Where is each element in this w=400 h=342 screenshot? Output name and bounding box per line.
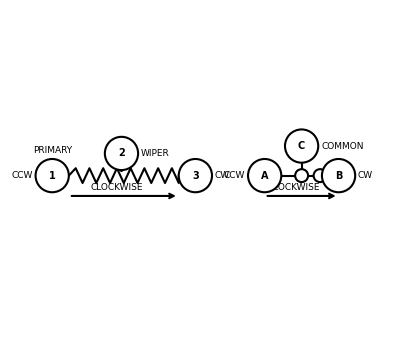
Text: CLOCKWISE: CLOCKWISE (268, 183, 320, 192)
Text: C: C (298, 141, 305, 151)
Circle shape (285, 129, 318, 163)
Text: COMMON: COMMON (321, 142, 364, 150)
Circle shape (295, 169, 308, 182)
Text: 3: 3 (192, 171, 199, 181)
Circle shape (179, 159, 212, 192)
Text: 1: 1 (49, 171, 56, 181)
Circle shape (314, 169, 326, 182)
Text: CCW: CCW (12, 171, 33, 180)
Circle shape (105, 137, 138, 170)
Circle shape (36, 159, 69, 192)
Text: CW: CW (358, 171, 373, 180)
Text: 2: 2 (118, 148, 125, 158)
Circle shape (322, 159, 355, 192)
Text: A: A (261, 171, 268, 181)
Text: PRIMARY: PRIMARY (33, 146, 72, 155)
Text: B: B (335, 171, 342, 181)
Text: CW: CW (215, 171, 230, 180)
Text: WIPER: WIPER (141, 149, 170, 158)
Text: CCW: CCW (224, 171, 245, 180)
Text: CLOCKWISE: CLOCKWISE (90, 183, 143, 192)
Circle shape (248, 159, 281, 192)
